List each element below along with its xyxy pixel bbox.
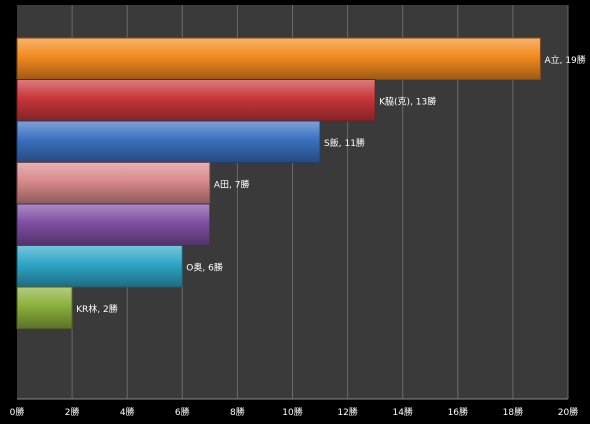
x-tick-label: 0勝: [10, 406, 25, 418]
data-label: S飯, 11勝: [324, 137, 365, 149]
x-tick-label: 8勝: [230, 406, 245, 418]
bar: [16, 203, 211, 246]
data-label: K脇(克), 13勝: [379, 95, 436, 107]
x-tick-label: 6勝: [175, 406, 190, 418]
x-tick-label: 2勝: [65, 406, 80, 418]
bar: [16, 286, 73, 329]
bar: [16, 37, 541, 80]
bar: [16, 79, 376, 122]
x-tick-label: 20勝: [558, 406, 578, 418]
data-label: A立, 19勝: [544, 54, 585, 66]
bar: [16, 162, 211, 205]
data-label: A田, 7勝: [214, 178, 250, 190]
data-label: O奥, 6勝: [186, 261, 223, 273]
x-tick-label: 14勝: [392, 406, 412, 418]
x-tick-label: 12勝: [337, 406, 357, 418]
x-tick-label: 4勝: [120, 406, 135, 418]
data-label: KR林, 2勝: [76, 303, 118, 315]
bar: [16, 245, 183, 288]
x-tick-label: 10勝: [282, 406, 302, 418]
x-tick-label: 18勝: [503, 406, 523, 418]
bar: [16, 120, 321, 163]
x-tick-label: 16勝: [448, 406, 468, 418]
